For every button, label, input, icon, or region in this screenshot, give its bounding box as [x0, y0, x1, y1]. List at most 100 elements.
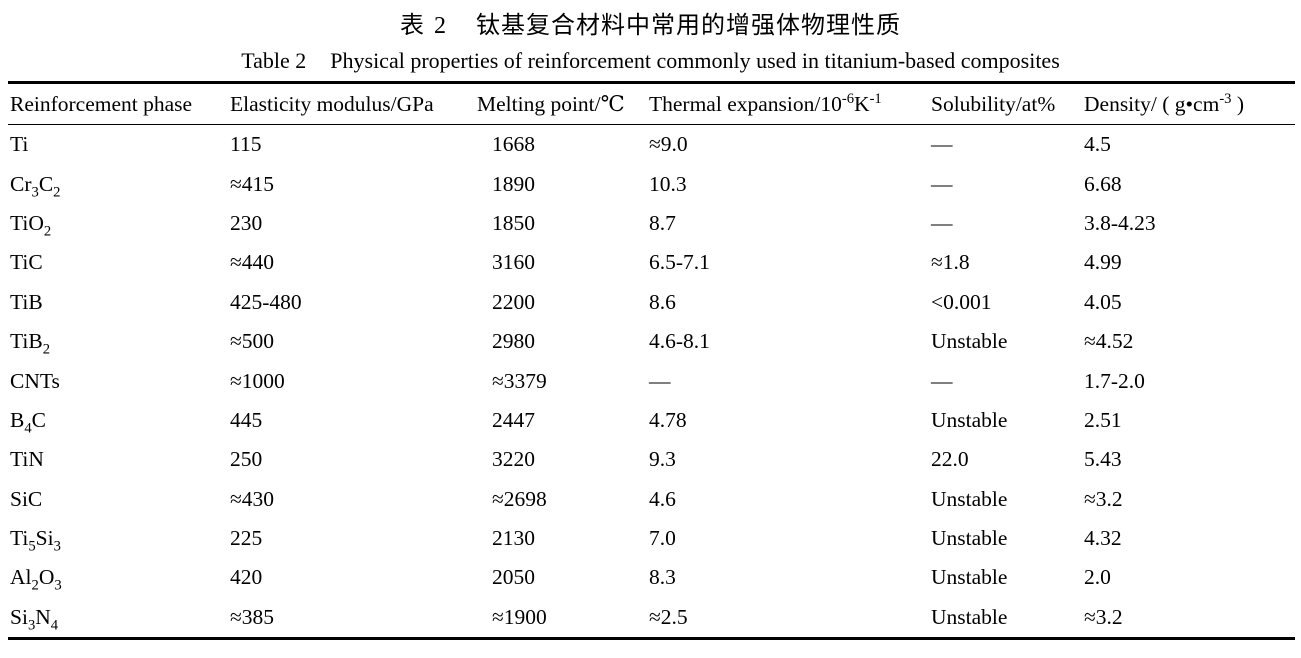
table-row: TiN 250 3220 9.3 22.0 5.43: [8, 440, 1295, 479]
cell-solubility: —: [931, 210, 953, 235]
cell-density: 2.0: [1084, 565, 1111, 590]
cell-elasticity-modulus: 230: [230, 210, 263, 235]
cell-thermal-expansion: 10.3: [649, 171, 687, 196]
cell-thermal-expansion: 8.3: [649, 565, 676, 590]
cell-density: 4.99: [1084, 250, 1122, 275]
cell-melting-point: ≈1900: [492, 604, 547, 629]
table-row: Ti 115 1668 ≈9.0 — 4.5: [8, 125, 1295, 165]
cell-thermal-expansion: 6.5-7.1: [649, 250, 710, 275]
table-row: TiC ≈440 3160 6.5-7.1 ≈1.8 4.99: [8, 243, 1295, 282]
cell-solubility: —: [931, 132, 953, 157]
cell-thermal-expansion: ≈9.0: [649, 132, 688, 157]
cell-reinforcement-phase: Si3N4: [10, 604, 59, 634]
cell-reinforcement-phase: CNTs: [10, 368, 60, 393]
cell-thermal-expansion: 8.6: [649, 289, 676, 314]
cell-reinforcement-phase: TiO2: [10, 210, 52, 240]
cell-solubility: <0.001: [931, 289, 992, 314]
cell-reinforcement-phase: Al2O3: [10, 565, 62, 594]
col-header-solubility: Solubility/at%: [931, 82, 1084, 125]
table-row: Si3N4 ≈385 ≈1900 ≈2.5 Unstable ≈3.2: [8, 598, 1295, 639]
table-row: B4C 445 2447 4.78 Unstable 2.51: [8, 401, 1295, 440]
table-row: Ti5Si3 225 2130 7.0 Unstable 4.32: [8, 519, 1295, 558]
cell-elasticity-modulus: 425-480: [230, 289, 302, 314]
reinforcement-properties-table: Reinforcement phase Elasticity modulus/G…: [8, 81, 1295, 641]
cell-elasticity-modulus: 445: [230, 407, 263, 432]
cell-thermal-expansion: 7.0: [649, 526, 676, 551]
cell-density: ≈4.52: [1084, 329, 1134, 354]
cell-solubility: 22.0: [931, 447, 969, 472]
cell-melting-point: 2050: [492, 565, 535, 590]
cell-elasticity-modulus: ≈1000: [230, 368, 285, 393]
cell-elasticity-modulus: ≈500: [230, 329, 275, 354]
cell-melting-point: 2447: [492, 407, 535, 432]
cell-reinforcement-phase: TiC: [10, 250, 43, 275]
cell-elasticity-modulus: ≈430: [230, 486, 275, 511]
col-header-melting-point: Melting point/℃: [477, 82, 649, 125]
cell-thermal-expansion: 4.78: [649, 407, 687, 432]
table-caption-en-label: Table 2: [241, 48, 307, 73]
cell-solubility: Unstable: [931, 526, 1008, 551]
table-caption-en: Table 2 Physical properties of reinforcem…: [0, 46, 1301, 76]
col-header-density: Density/ ( g•cm-3 ): [1084, 82, 1295, 125]
cell-melting-point: 1890: [492, 171, 535, 196]
cell-elasticity-modulus: ≈440: [230, 250, 275, 275]
cell-density: 6.68: [1084, 171, 1122, 196]
cell-reinforcement-phase: SiC: [10, 486, 43, 511]
cell-reinforcement-phase: B4C: [10, 407, 46, 437]
col-header-thermal-expansion: Thermal expansion/10-6K-1: [649, 82, 931, 125]
cell-reinforcement-phase: TiN: [10, 447, 44, 472]
table-row: TiO2 230 1850 8.7 — 3.8-4.23: [8, 204, 1295, 243]
cell-reinforcement-phase: Cr3C2: [10, 171, 61, 200]
cell-density: 2.51: [1084, 407, 1122, 432]
cell-reinforcement-phase: Ti: [10, 132, 29, 157]
cell-density: 3.8-4.23: [1084, 210, 1156, 235]
cell-elasticity-modulus: 225: [230, 526, 263, 551]
table-header: Reinforcement phase Elasticity modulus/G…: [8, 82, 1295, 125]
cell-melting-point: 2130: [492, 526, 535, 551]
cell-solubility: Unstable: [931, 407, 1008, 432]
cell-solubility: —: [931, 171, 953, 196]
paper-table-page: 表 2 钛基复合材料中常用的增强体物理性质 Table 2 Physical pro…: [0, 10, 1301, 641]
col-header-elasticity-modulus: Elasticity modulus/GPa: [230, 82, 477, 125]
cell-thermal-expansion: 8.7: [649, 210, 676, 235]
cell-melting-point: 3220: [492, 447, 535, 472]
table-row: SiC ≈430 ≈2698 4.6 Unstable ≈3.2: [8, 480, 1295, 519]
cell-reinforcement-phase: TiB2: [10, 329, 51, 358]
cell-thermal-expansion: 4.6-8.1: [649, 329, 710, 354]
cell-elasticity-modulus: 420: [230, 565, 263, 590]
cell-density: 5.43: [1084, 447, 1122, 472]
cell-solubility: —: [931, 368, 953, 393]
table-row: Al2O3 420 2050 8.3 Unstable 2.0: [8, 558, 1295, 597]
cell-melting-point: 2980: [492, 329, 535, 354]
cell-density: 4.5: [1084, 132, 1111, 157]
cell-solubility: Unstable: [931, 486, 1008, 511]
table-body: Ti 115 1668 ≈9.0 — 4.5 Cr3C2 ≈415 1890 1…: [8, 125, 1295, 639]
cell-thermal-expansion: —: [649, 368, 671, 393]
table-row: TiB2 ≈500 2980 4.6-8.1 Unstable ≈4.52: [8, 322, 1295, 361]
cell-thermal-expansion: 9.3: [649, 447, 676, 472]
cell-elasticity-modulus: ≈385: [230, 604, 275, 629]
cell-solubility: Unstable: [931, 604, 1008, 629]
table-caption-zh-label: 表 2: [400, 13, 448, 39]
cell-melting-point: 1850: [492, 210, 535, 235]
table-header-row: Reinforcement phase Elasticity modulus/G…: [8, 82, 1295, 125]
cell-melting-point: 1668: [492, 132, 535, 157]
col-header-reinforcement-phase: Reinforcement phase: [8, 82, 230, 125]
cell-elasticity-modulus: 250: [230, 447, 263, 472]
cell-solubility: Unstable: [931, 565, 1008, 590]
cell-thermal-expansion: 4.6: [649, 486, 676, 511]
cell-thermal-expansion: ≈2.5: [649, 604, 688, 629]
table-row: Cr3C2 ≈415 1890 10.3 — 6.68: [8, 164, 1295, 203]
cell-elasticity-modulus: ≈415: [230, 171, 275, 196]
table-caption-zh-text: 钛基复合材料中常用的增强体物理性质: [476, 13, 901, 39]
table-row: TiB 425-480 2200 8.6 <0.001 4.05: [8, 283, 1295, 322]
cell-density: 4.05: [1084, 289, 1122, 314]
cell-density: ≈3.2: [1084, 486, 1123, 511]
cell-reinforcement-phase: Ti5Si3: [10, 526, 61, 555]
cell-reinforcement-phase: TiB: [10, 289, 43, 314]
cell-solubility: ≈1.8: [931, 250, 970, 275]
table-caption-zh: 表 2 钛基复合材料中常用的增强体物理性质: [0, 10, 1301, 42]
cell-melting-point: ≈2698: [492, 486, 547, 511]
cell-solubility: Unstable: [931, 329, 1008, 354]
cell-melting-point: ≈3379: [492, 368, 547, 393]
